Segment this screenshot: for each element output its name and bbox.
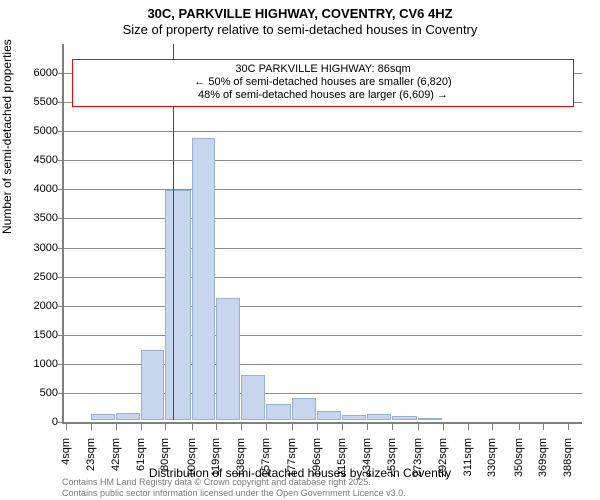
histogram-bar — [317, 411, 341, 420]
annotation-box: 30C PARKVILLE HIGHWAY: 86sqm← 50% of sem… — [72, 59, 574, 107]
histogram-bar — [192, 138, 216, 420]
ytick-mark — [58, 73, 64, 74]
histogram-bar — [241, 375, 265, 420]
xtick-mark — [192, 424, 193, 430]
xtick-mark — [91, 424, 92, 430]
xtick-mark — [519, 424, 520, 430]
footer-line1: Contains HM Land Registry data © Crown c… — [62, 477, 406, 487]
histogram-bar — [91, 414, 115, 420]
ytick-mark — [58, 189, 64, 190]
xtick-mark — [392, 424, 393, 430]
footer: Contains HM Land Registry data © Crown c… — [62, 477, 406, 498]
footer-line2: Contains public sector information licen… — [62, 488, 406, 498]
ytick-label: 4000 — [22, 183, 58, 195]
xtick-mark — [216, 424, 217, 430]
ytick-label: 5000 — [22, 125, 58, 137]
xtick-mark — [367, 424, 368, 430]
grid-line — [64, 277, 582, 278]
xtick-mark — [165, 424, 166, 430]
ytick-mark — [58, 422, 64, 423]
annotation-line: 30C PARKVILLE HIGHWAY: 86sqm — [79, 63, 567, 76]
grid-line — [64, 160, 582, 161]
ytick-label: 4500 — [22, 154, 58, 166]
ytick-label: 1000 — [22, 358, 58, 370]
xtick-mark — [468, 424, 469, 430]
histogram-bar — [165, 190, 190, 420]
ytick-mark — [58, 160, 64, 161]
xtick-mark — [292, 424, 293, 430]
title-line1: 30C, PARKVILLE HIGHWAY, COVENTRY, CV6 4H… — [0, 6, 600, 22]
xtick-mark — [492, 424, 493, 430]
ytick-mark — [58, 218, 64, 219]
ytick-mark — [58, 306, 64, 307]
histogram-bar — [116, 413, 140, 420]
y-axis-label: Number of semi-detached properties — [0, 39, 14, 234]
histogram-bar — [292, 398, 316, 420]
title-line2: Size of property relative to semi-detach… — [0, 22, 600, 38]
histogram-bar — [367, 414, 391, 420]
plot-area: 0500100015002000250030003500400045005000… — [62, 44, 582, 424]
annotation-line: ← 50% of semi-detached houses are smalle… — [79, 76, 567, 89]
xtick-mark — [568, 424, 569, 430]
xtick-mark — [443, 424, 444, 430]
ytick-mark — [58, 335, 64, 336]
xtick-mark — [266, 424, 267, 430]
histogram-bar — [216, 298, 240, 420]
annotation-line: 48% of semi-detached houses are larger (… — [79, 89, 567, 102]
grid-line — [64, 422, 582, 423]
ytick-label: 3000 — [22, 242, 58, 254]
xtick-mark — [317, 424, 318, 430]
grid-line — [64, 335, 582, 336]
xtick-mark — [342, 424, 343, 430]
grid-line — [64, 131, 582, 132]
xtick-mark — [543, 424, 544, 430]
ytick-label: 1500 — [22, 329, 58, 341]
histogram-bar — [266, 404, 291, 420]
plot-wrap: 0500100015002000250030003500400045005000… — [62, 44, 582, 424]
xtick-mark — [116, 424, 117, 430]
ytick-label: 500 — [22, 387, 58, 399]
histogram-bar — [418, 418, 442, 420]
ytick-mark — [58, 393, 64, 394]
histogram-bar — [392, 416, 417, 420]
histogram-bar — [141, 350, 165, 420]
xtick-mark — [141, 424, 142, 430]
ytick-mark — [58, 277, 64, 278]
title-block: 30C, PARKVILLE HIGHWAY, COVENTRY, CV6 4H… — [0, 0, 600, 39]
xtick-mark — [241, 424, 242, 430]
ytick-label: 5500 — [22, 96, 58, 108]
ytick-label: 2500 — [22, 271, 58, 283]
ytick-label: 2000 — [22, 300, 58, 312]
grid-line — [64, 218, 582, 219]
grid-line — [64, 189, 582, 190]
ytick-mark — [58, 364, 64, 365]
ytick-mark — [58, 131, 64, 132]
xtick-mark — [418, 424, 419, 430]
chart-container: 30C, PARKVILLE HIGHWAY, COVENTRY, CV6 4H… — [0, 0, 600, 500]
histogram-bar — [342, 415, 366, 420]
grid-line — [64, 248, 582, 249]
ytick-mark — [58, 102, 64, 103]
ytick-label: 0 — [22, 416, 58, 428]
ytick-label: 6000 — [22, 67, 58, 79]
ytick-label: 3500 — [22, 212, 58, 224]
grid-line — [64, 306, 582, 307]
xtick-mark — [66, 424, 67, 430]
ytick-mark — [58, 248, 64, 249]
